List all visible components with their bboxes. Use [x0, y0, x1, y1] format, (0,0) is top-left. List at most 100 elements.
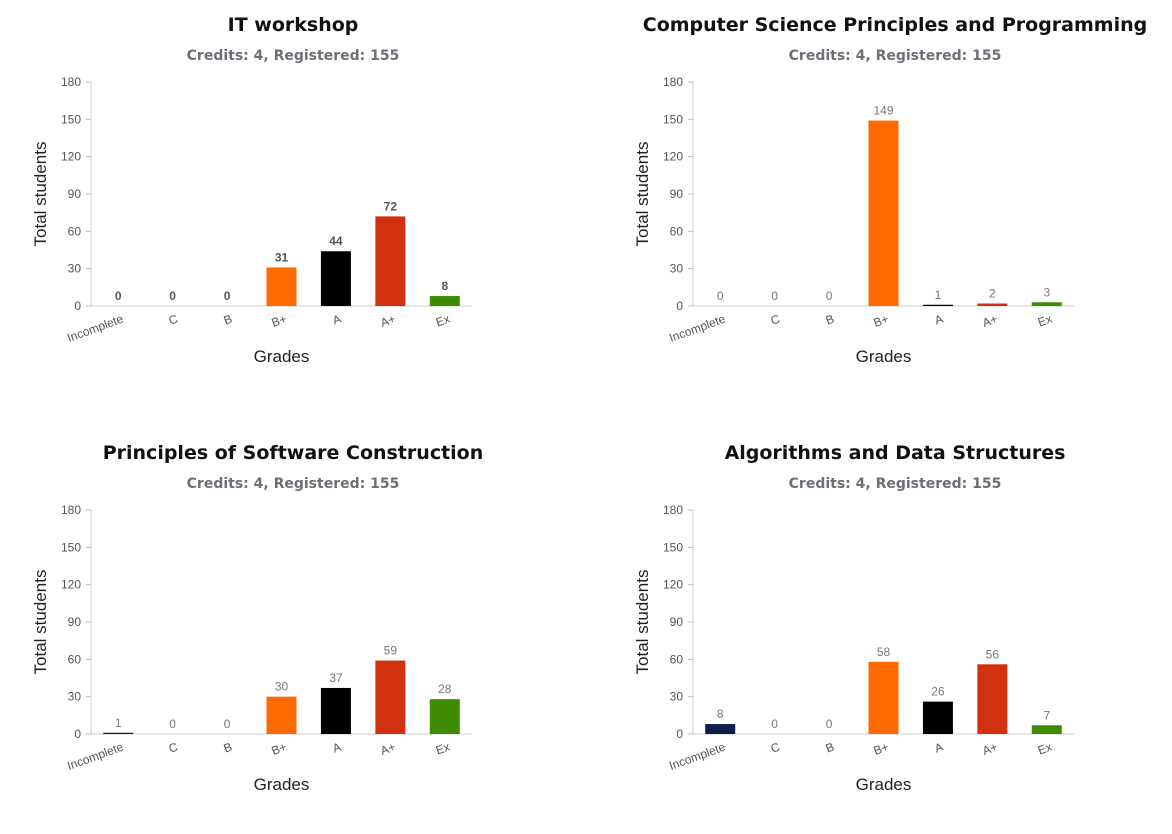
y-tick-label: 30 — [68, 262, 82, 276]
data-label: 7 — [1043, 708, 1050, 722]
data-label: 28 — [438, 682, 452, 696]
x-tick-label: Incomplete — [667, 312, 727, 345]
y-axis-title: Total students — [31, 570, 50, 675]
x-tick-label: Ex — [1036, 312, 1054, 330]
y-tick-label: 150 — [61, 112, 81, 126]
y-tick-label: 150 — [663, 112, 683, 126]
bar — [266, 267, 297, 306]
x-tick-label: Incomplete — [667, 740, 727, 773]
data-label: 30 — [275, 680, 289, 694]
bar — [429, 699, 460, 734]
data-label: 37 — [329, 671, 343, 685]
y-tick-label: 0 — [74, 727, 81, 741]
x-tick-label: B — [222, 312, 234, 328]
data-label: 8 — [441, 279, 448, 293]
data-label: 0 — [771, 717, 778, 731]
chart-subtitle: Credits: 4, Registered: 155 — [186, 48, 400, 64]
bar-chart: 03060901201501800Incomplete0C0B149B+1A2A… — [633, 75, 1074, 366]
bar — [868, 120, 899, 306]
x-tick-label: A — [933, 312, 945, 328]
chart-title: Algorithms and Data Structures — [724, 442, 1066, 464]
data-label: 3 — [1043, 285, 1050, 299]
bar — [429, 296, 460, 306]
y-axis-title: Total students — [633, 142, 652, 247]
x-tick-label: A+ — [378, 740, 397, 758]
bar — [922, 701, 953, 734]
y-tick-label: 120 — [663, 578, 683, 592]
data-label: 0 — [826, 717, 833, 731]
bar — [375, 216, 406, 306]
chart-panel-1: IT workshop Credits: 4, Registered: 155 … — [0, 0, 586, 406]
bar-chart: 03060901201501808Incomplete0C0B58B+26A56… — [633, 503, 1074, 794]
data-label: 0 — [771, 289, 778, 303]
data-label: 0 — [717, 289, 724, 303]
x-tick-label: A+ — [980, 312, 999, 330]
y-tick-label: 30 — [68, 690, 82, 704]
bar — [1031, 725, 1062, 734]
chart-panel-3: Principles of Software Construction Cred… — [0, 428, 586, 834]
x-tick-label: B — [222, 740, 234, 756]
x-tick-label: B — [824, 740, 836, 756]
bar — [103, 732, 134, 734]
data-label: 1 — [115, 716, 122, 730]
y-tick-label: 120 — [61, 150, 81, 164]
chart-subtitle: Credits: 4, Registered: 155 — [788, 476, 1002, 492]
x-tick-label: B+ — [270, 740, 289, 758]
x-tick-label: A+ — [378, 312, 397, 330]
data-label: 0 — [169, 289, 176, 303]
chart-title: Principles of Software Construction — [102, 442, 484, 464]
data-label: 0 — [224, 717, 231, 731]
y-tick-label: 60 — [68, 224, 82, 238]
data-label: 1 — [935, 288, 942, 302]
y-tick-label: 150 — [663, 540, 683, 554]
data-label: 0 — [115, 289, 122, 303]
y-tick-label: 180 — [663, 503, 683, 517]
bar — [977, 664, 1008, 734]
bar — [266, 696, 297, 734]
x-tick-label: A — [933, 740, 945, 756]
y-tick-label: 0 — [74, 299, 81, 313]
data-label: 44 — [329, 234, 343, 248]
data-label: 59 — [384, 644, 398, 658]
x-axis-title: Grades — [856, 775, 912, 794]
y-tick-label: 60 — [68, 652, 82, 666]
chart-panel-4: Algorithms and Data Structures Credits: … — [602, 428, 1172, 834]
y-tick-label: 90 — [68, 615, 82, 629]
y-tick-label: 120 — [663, 150, 683, 164]
y-tick-label: 120 — [61, 578, 81, 592]
y-axis-title: Total students — [31, 142, 50, 247]
chart-title: Computer Science Principles and Programm… — [642, 14, 1148, 36]
data-label: 8 — [717, 707, 724, 721]
bar — [705, 724, 736, 734]
bar — [977, 303, 1008, 306]
y-tick-label: 180 — [61, 503, 81, 517]
x-tick-label: Incomplete — [65, 312, 125, 345]
data-label: 56 — [986, 647, 1000, 661]
x-tick-label: A — [331, 740, 343, 756]
x-tick-label: C — [167, 312, 180, 328]
y-tick-label: 30 — [670, 262, 684, 276]
y-tick-label: 0 — [676, 299, 683, 313]
bar — [320, 687, 351, 734]
y-tick-label: 150 — [61, 540, 81, 554]
y-axis-title: Total students — [633, 570, 652, 675]
x-tick-label: B+ — [872, 740, 891, 758]
x-tick-label: C — [167, 740, 180, 756]
x-tick-label: Incomplete — [65, 740, 125, 773]
x-axis-title: Grades — [856, 347, 912, 366]
data-label: 0 — [169, 717, 176, 731]
x-axis-title: Grades — [254, 775, 310, 794]
y-tick-label: 90 — [670, 187, 684, 201]
bar — [1031, 302, 1062, 306]
x-tick-label: A — [331, 312, 343, 328]
y-tick-label: 180 — [61, 75, 81, 89]
bar — [868, 661, 899, 734]
bar-chart: 03060901201501800Incomplete0C0B31B+44A72… — [31, 75, 472, 366]
bar — [922, 304, 953, 306]
data-label: 149 — [873, 104, 893, 118]
data-label: 26 — [931, 685, 945, 699]
chart-subtitle: Credits: 4, Registered: 155 — [788, 48, 1002, 64]
x-tick-label: Ex — [434, 740, 452, 758]
bar — [375, 660, 406, 734]
y-tick-label: 0 — [676, 727, 683, 741]
